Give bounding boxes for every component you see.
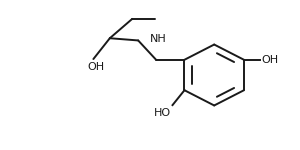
- Text: OH: OH: [88, 62, 105, 72]
- Text: OH: OH: [262, 55, 279, 65]
- Text: HO: HO: [154, 108, 171, 118]
- Text: NH: NH: [150, 34, 167, 44]
